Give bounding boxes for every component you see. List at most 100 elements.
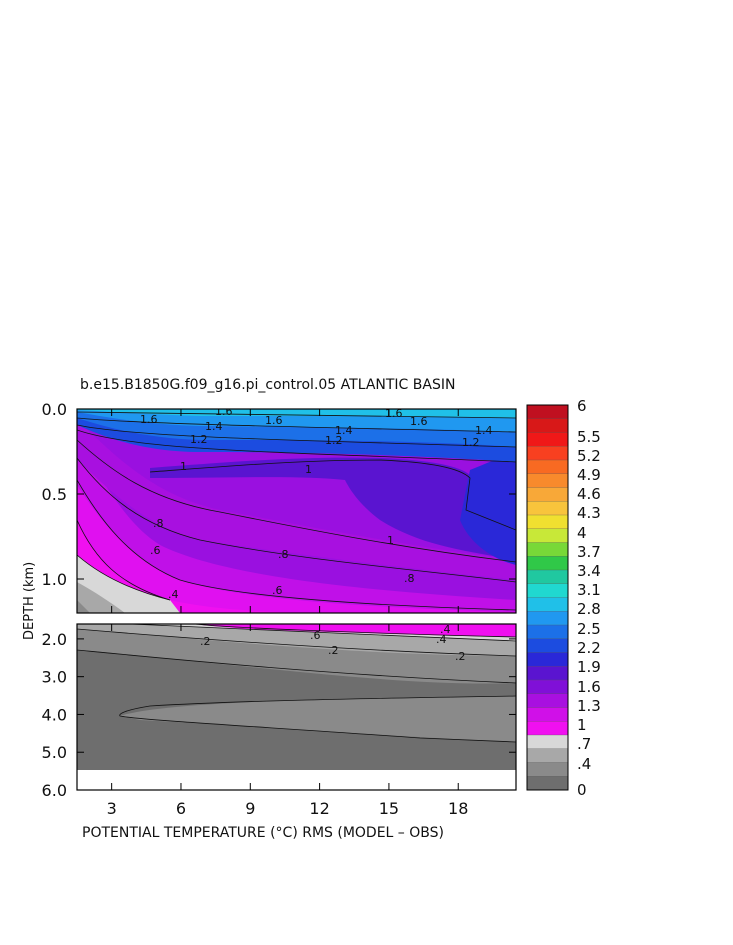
colorbar-tick-label: 3.4 bbox=[577, 562, 601, 580]
contour-label-17: .6 bbox=[150, 544, 161, 557]
y-tick-label: 2.0 bbox=[42, 630, 67, 649]
x-tick-label: 12 bbox=[309, 799, 329, 818]
colorbar-segment bbox=[527, 446, 568, 461]
contour-label-10: 1.2 bbox=[462, 436, 480, 449]
contour-label-6: 1.4 bbox=[335, 424, 353, 437]
colorbar-segment bbox=[527, 501, 568, 516]
colorbar-segment bbox=[527, 405, 568, 420]
contour-label-11: 1 bbox=[180, 460, 187, 473]
colorbar-segment bbox=[527, 432, 568, 447]
colorbar-tick-label: 5.2 bbox=[577, 447, 601, 465]
y-axis-label: DEPTH (km) bbox=[22, 562, 37, 640]
colorbar-tick-label: 4.3 bbox=[577, 504, 601, 522]
y-tick-label: 6.0 bbox=[42, 781, 67, 800]
colorbar-segment bbox=[527, 693, 568, 708]
colorbar-tick-label: 6 bbox=[577, 397, 587, 415]
contour-label-19: .4 bbox=[168, 588, 179, 601]
colorbar-segment bbox=[527, 542, 568, 557]
colorbar-segment bbox=[527, 748, 568, 763]
contour-label-18: .6 bbox=[272, 584, 283, 597]
contour-label-14: .8 bbox=[153, 517, 164, 530]
contour-label-16: .8 bbox=[404, 572, 415, 585]
colorbar-segment bbox=[527, 721, 568, 736]
contour-label-23: .2 bbox=[200, 635, 211, 648]
y-tick-label: 1.0 bbox=[42, 570, 67, 589]
colorbar-segment bbox=[527, 570, 568, 585]
colorbar-tick-label: 4.6 bbox=[577, 485, 601, 503]
colorbar-labels: 6 5.55.24.94.64.3 43.73.43.12.8 2.52.21.9 1.… bbox=[577, 397, 601, 799]
colorbar-segment bbox=[527, 597, 568, 612]
contour-label-15: .8 bbox=[278, 548, 289, 561]
contour-label-8: 1.2 bbox=[190, 433, 208, 446]
x-tick-label: 15 bbox=[379, 799, 399, 818]
colorbar-segment bbox=[527, 638, 568, 653]
contour-label-25: .2 bbox=[455, 650, 466, 663]
y-axis-upper: 0.0 0.5 1.0 bbox=[42, 400, 516, 589]
colorbar-segment bbox=[527, 666, 568, 681]
colorbar-tick-label: 2.8 bbox=[577, 600, 601, 618]
colorbar-segment bbox=[527, 418, 568, 433]
colorbar-tick-label: 0 bbox=[577, 781, 587, 799]
contour-label-1: 1.6 bbox=[215, 405, 233, 418]
lower-panel-fill: .4 .6 .4 .2 .2 .2 bbox=[77, 623, 516, 770]
contour-label-12: 1 bbox=[305, 463, 312, 476]
x-tick-label: 9 bbox=[245, 799, 255, 818]
colorbar-segment bbox=[527, 528, 568, 543]
colorbar-tick-label: 2.2 bbox=[577, 639, 601, 657]
y-tick-label: 5.0 bbox=[42, 743, 67, 762]
colorbar-segment bbox=[527, 611, 568, 626]
upper-panel-frame bbox=[76, 408, 517, 614]
colorbar-segment bbox=[527, 487, 568, 502]
contour-label-2: 1.6 bbox=[265, 414, 283, 427]
colorbar-segment bbox=[527, 625, 568, 640]
colorbar-tick-label: 1.9 bbox=[577, 658, 601, 676]
contour-label-20: .4 bbox=[440, 623, 451, 636]
colorbar-tick-label: .7 bbox=[577, 735, 591, 753]
y-tick-label: 4.0 bbox=[42, 705, 67, 724]
colorbar-segment bbox=[527, 515, 568, 530]
contour-label-0: 1.6 bbox=[140, 413, 158, 426]
contour-label-21: .6 bbox=[310, 629, 321, 642]
colorbar-segment bbox=[527, 460, 568, 475]
colorbar-tick-label: 3.1 bbox=[577, 581, 601, 599]
colorbar-tick-label: 2.5 bbox=[577, 620, 601, 638]
colorbar-segment bbox=[527, 556, 568, 571]
y-tick-label: 3.0 bbox=[42, 668, 67, 687]
lower-panel-frame bbox=[76, 623, 517, 791]
contour-label-22: .4 bbox=[436, 633, 447, 646]
colorbar-tick-label: .4 bbox=[577, 755, 591, 773]
contour-label-5: 1.4 bbox=[205, 420, 223, 433]
x-axis-label: POTENTIAL TEMPERATURE (°C) RMS (MODEL – … bbox=[82, 825, 444, 841]
colorbar-segment bbox=[527, 735, 568, 750]
contour-label-7: 1.4 bbox=[475, 424, 493, 437]
upper-panel-fill: 1.6 1.6 1.6 1.6 1.6 1.4 1.4 1.4 1.2 1.2 … bbox=[77, 405, 516, 613]
colorbar-tick-label: 1 bbox=[577, 716, 587, 734]
y-tick-label: 0.0 bbox=[42, 400, 67, 419]
colorbar-tick-label: 1.6 bbox=[577, 678, 601, 696]
chart-title: b.e15.B1850G.f09_g16.pi_control.05 ATLAN… bbox=[80, 377, 455, 393]
colorbar-segment bbox=[527, 583, 568, 598]
colorbar-tick-label: 1.3 bbox=[577, 697, 601, 715]
x-tick-label: 6 bbox=[176, 799, 186, 818]
colorbar-tick-label: 3.7 bbox=[577, 543, 601, 561]
colorbar-segment bbox=[527, 707, 568, 722]
contour-label-3: 1.6 bbox=[385, 407, 403, 420]
colorbar-segment bbox=[527, 680, 568, 695]
x-tick-label: 18 bbox=[448, 799, 468, 818]
x-axis: 3 6 9 12 15 18 bbox=[107, 409, 468, 818]
colorbar bbox=[526, 404, 569, 791]
contour-label-4: 1.6 bbox=[410, 415, 428, 428]
colorbar-tick-label: 4.9 bbox=[577, 466, 601, 484]
colorbar-frame bbox=[526, 404, 569, 791]
y-axis-lower: 2.0 3.0 4.0 5.0 6.0 bbox=[42, 630, 516, 800]
x-tick-label: 3 bbox=[107, 799, 117, 818]
colorbar-segment bbox=[527, 776, 568, 791]
colorbar-segment bbox=[527, 652, 568, 667]
colorbar-segment bbox=[527, 473, 568, 488]
y-tick-label: 0.5 bbox=[42, 485, 67, 504]
contour-label-9: 1.2 bbox=[325, 434, 343, 447]
contour-label-24: .2 bbox=[328, 644, 339, 657]
colorbar-tick-label: 5.5 bbox=[577, 428, 601, 446]
colorbar-segment bbox=[527, 762, 568, 777]
